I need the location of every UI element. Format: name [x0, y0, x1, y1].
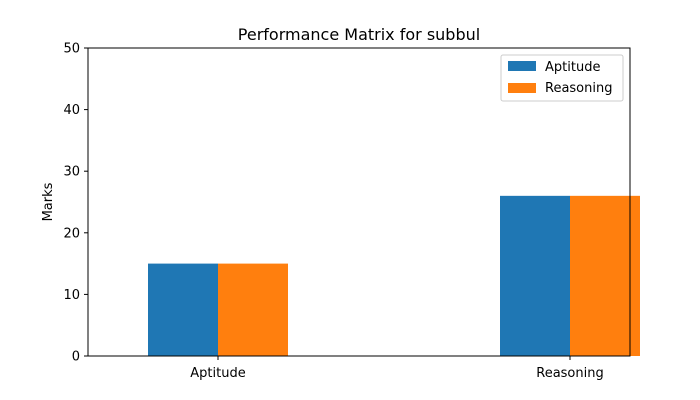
- y-tick-label: 10: [63, 288, 80, 303]
- bar-reasoning-aptitude: [218, 263, 288, 356]
- x-tick-label-aptitude: Aptitude: [190, 366, 245, 381]
- plot-frame: [87, 47, 631, 357]
- bar-reasoning-reasoning: [570, 195, 640, 356]
- y-axis-label: Marks: [41, 182, 56, 221]
- y-tick-label: 0: [72, 350, 80, 365]
- y-tick-label: 50: [63, 42, 80, 57]
- bar-aptitude-reasoning: [500, 195, 570, 356]
- y-tick-label: 40: [63, 103, 80, 118]
- legend-label-aptitude: Aptitude: [545, 60, 600, 75]
- legend-label-reasoning: Reasoning: [545, 81, 612, 96]
- legend-swatch-aptitude: [508, 61, 536, 71]
- legend-swatch-reasoning: [508, 83, 536, 93]
- bar-aptitude-aptitude: [148, 263, 218, 356]
- y-tick-label: 20: [63, 226, 80, 241]
- chart-title: Performance Matrix for subbul: [238, 25, 480, 44]
- legend: Aptitude Reasoning: [500, 54, 624, 102]
- y-axis-ticks: 0 10 20 30 40 50: [63, 42, 88, 365]
- y-tick-label: 30: [63, 165, 80, 180]
- x-tick-label-reasoning: Reasoning: [536, 366, 603, 381]
- x-axis-ticks: Aptitude Reasoning: [190, 356, 604, 381]
- bars-group: [148, 195, 640, 356]
